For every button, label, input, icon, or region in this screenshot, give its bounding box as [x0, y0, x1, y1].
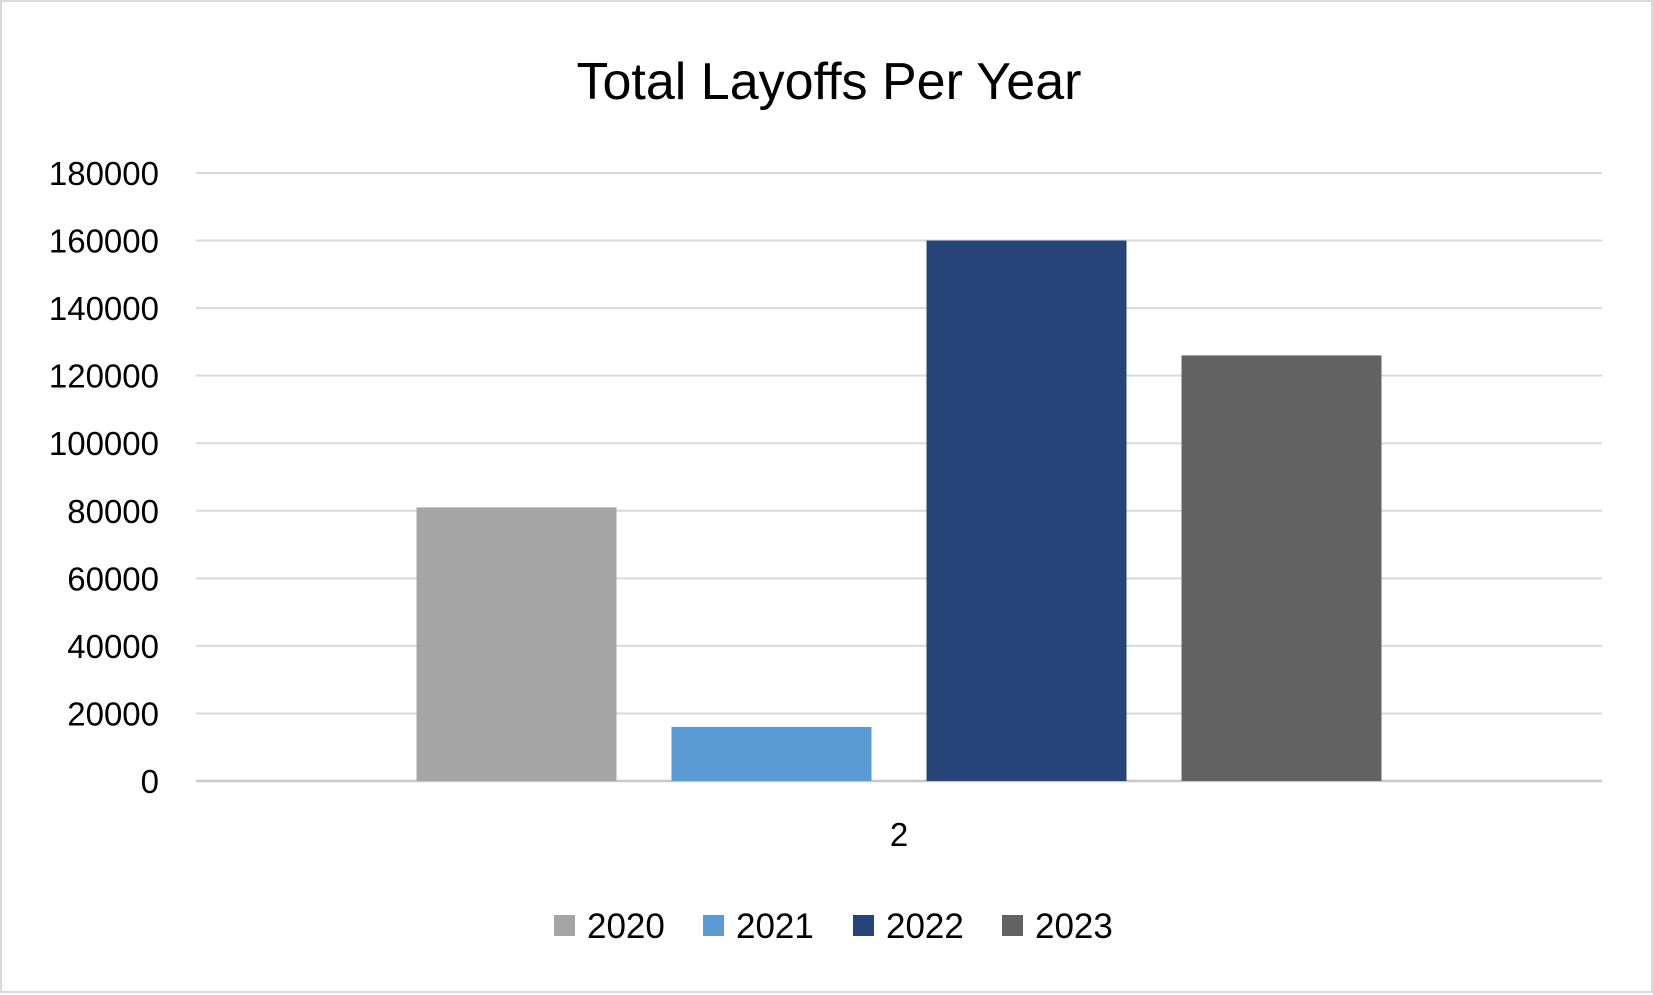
legend-label-2021: 2021: [736, 907, 814, 946]
y-tick-label: 100000: [49, 425, 159, 462]
legend-label-2020: 2020: [587, 907, 665, 946]
y-axis-tick-labels: 0 20000 40000 60000 80000 100000 120000 140000 1…: [49, 155, 159, 800]
bar-2023: [1181, 355, 1382, 781]
legend-swatch-2020: [554, 915, 575, 936]
x-tick-label: 2: [890, 816, 908, 853]
legend: 2020 2021 2022 2023: [554, 907, 1113, 946]
bars: [416, 240, 1382, 782]
gridlines: [196, 172, 1602, 783]
y-tick-label: 120000: [49, 358, 159, 395]
bar-2020: [416, 507, 617, 781]
legend-swatch-2021: [703, 915, 724, 936]
y-tick-label: 0: [141, 763, 159, 800]
y-tick-label: 40000: [67, 628, 159, 665]
legend-label-2022: 2022: [886, 907, 964, 946]
legend-swatch-2022: [853, 915, 874, 936]
legend-label-2023: 2023: [1035, 907, 1113, 946]
chart-title: Total Layoffs Per Year: [577, 53, 1082, 111]
y-tick-label: 160000: [49, 223, 159, 260]
bar-2021: [671, 726, 872, 781]
y-tick-label: 20000: [67, 695, 159, 732]
y-tick-label: 60000: [67, 560, 159, 597]
y-tick-label: 180000: [49, 155, 159, 192]
x-axis-tick-labels: 2: [890, 816, 908, 853]
legend-swatch-2023: [1002, 915, 1023, 936]
bar-2022: [926, 240, 1127, 782]
y-tick-label: 140000: [49, 290, 159, 327]
y-tick-label: 80000: [67, 493, 159, 530]
